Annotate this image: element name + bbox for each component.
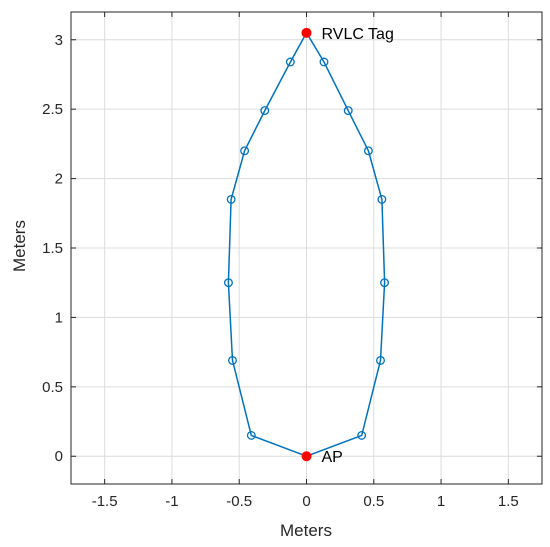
annotations: RVLC Tag AP: [301, 26, 394, 466]
annotation-label: AP: [322, 449, 343, 466]
data-point: [357, 430, 367, 440]
data-point: [228, 355, 237, 365]
data-point: [343, 106, 353, 116]
x-tick-label: -0.5: [226, 493, 252, 510]
y-ticks: 0 0.5 1 1.5 2 2.5 3: [42, 32, 542, 465]
data-point: [223, 278, 233, 288]
x-tick-label: -1.5: [92, 493, 118, 510]
y-tick-label: 2: [55, 171, 63, 188]
data-point: [363, 146, 373, 156]
x-tick-label: -1: [165, 493, 178, 510]
y-tick-label: 0: [55, 448, 63, 465]
data-point: [285, 57, 295, 67]
data-point: [246, 430, 256, 440]
y-axis-label: Meters: [10, 220, 29, 272]
annotation-marker: [301, 451, 312, 462]
annotation-label: RVLC Tag: [322, 26, 394, 43]
y-tick-label: 2.5: [42, 101, 63, 118]
grid: [71, 12, 542, 484]
annotation-marker: [301, 27, 312, 38]
data-point: [319, 57, 329, 67]
x-axis-label: Meters: [280, 521, 332, 540]
x-tick-label: 1: [437, 493, 445, 510]
x-tick-label: 0: [302, 493, 310, 510]
data-point: [380, 278, 390, 288]
x-tick-label: 1.5: [498, 493, 519, 510]
data-point: [260, 106, 270, 116]
data-point: [226, 194, 236, 204]
y-tick-label: 1.5: [42, 240, 63, 257]
y-tick-label: 0.5: [42, 379, 63, 396]
data-point: [377, 194, 387, 204]
plot-frame: [70, 11, 543, 485]
y-tick-label: 1: [55, 309, 63, 326]
data-point: [376, 355, 385, 365]
y-tick-label: 3: [55, 32, 63, 49]
data-point: [240, 146, 250, 156]
x-ticks: -1.5 -1 -0.5 0 0.5 1 1.5: [92, 12, 519, 510]
x-tick-label: 0.5: [363, 493, 384, 510]
